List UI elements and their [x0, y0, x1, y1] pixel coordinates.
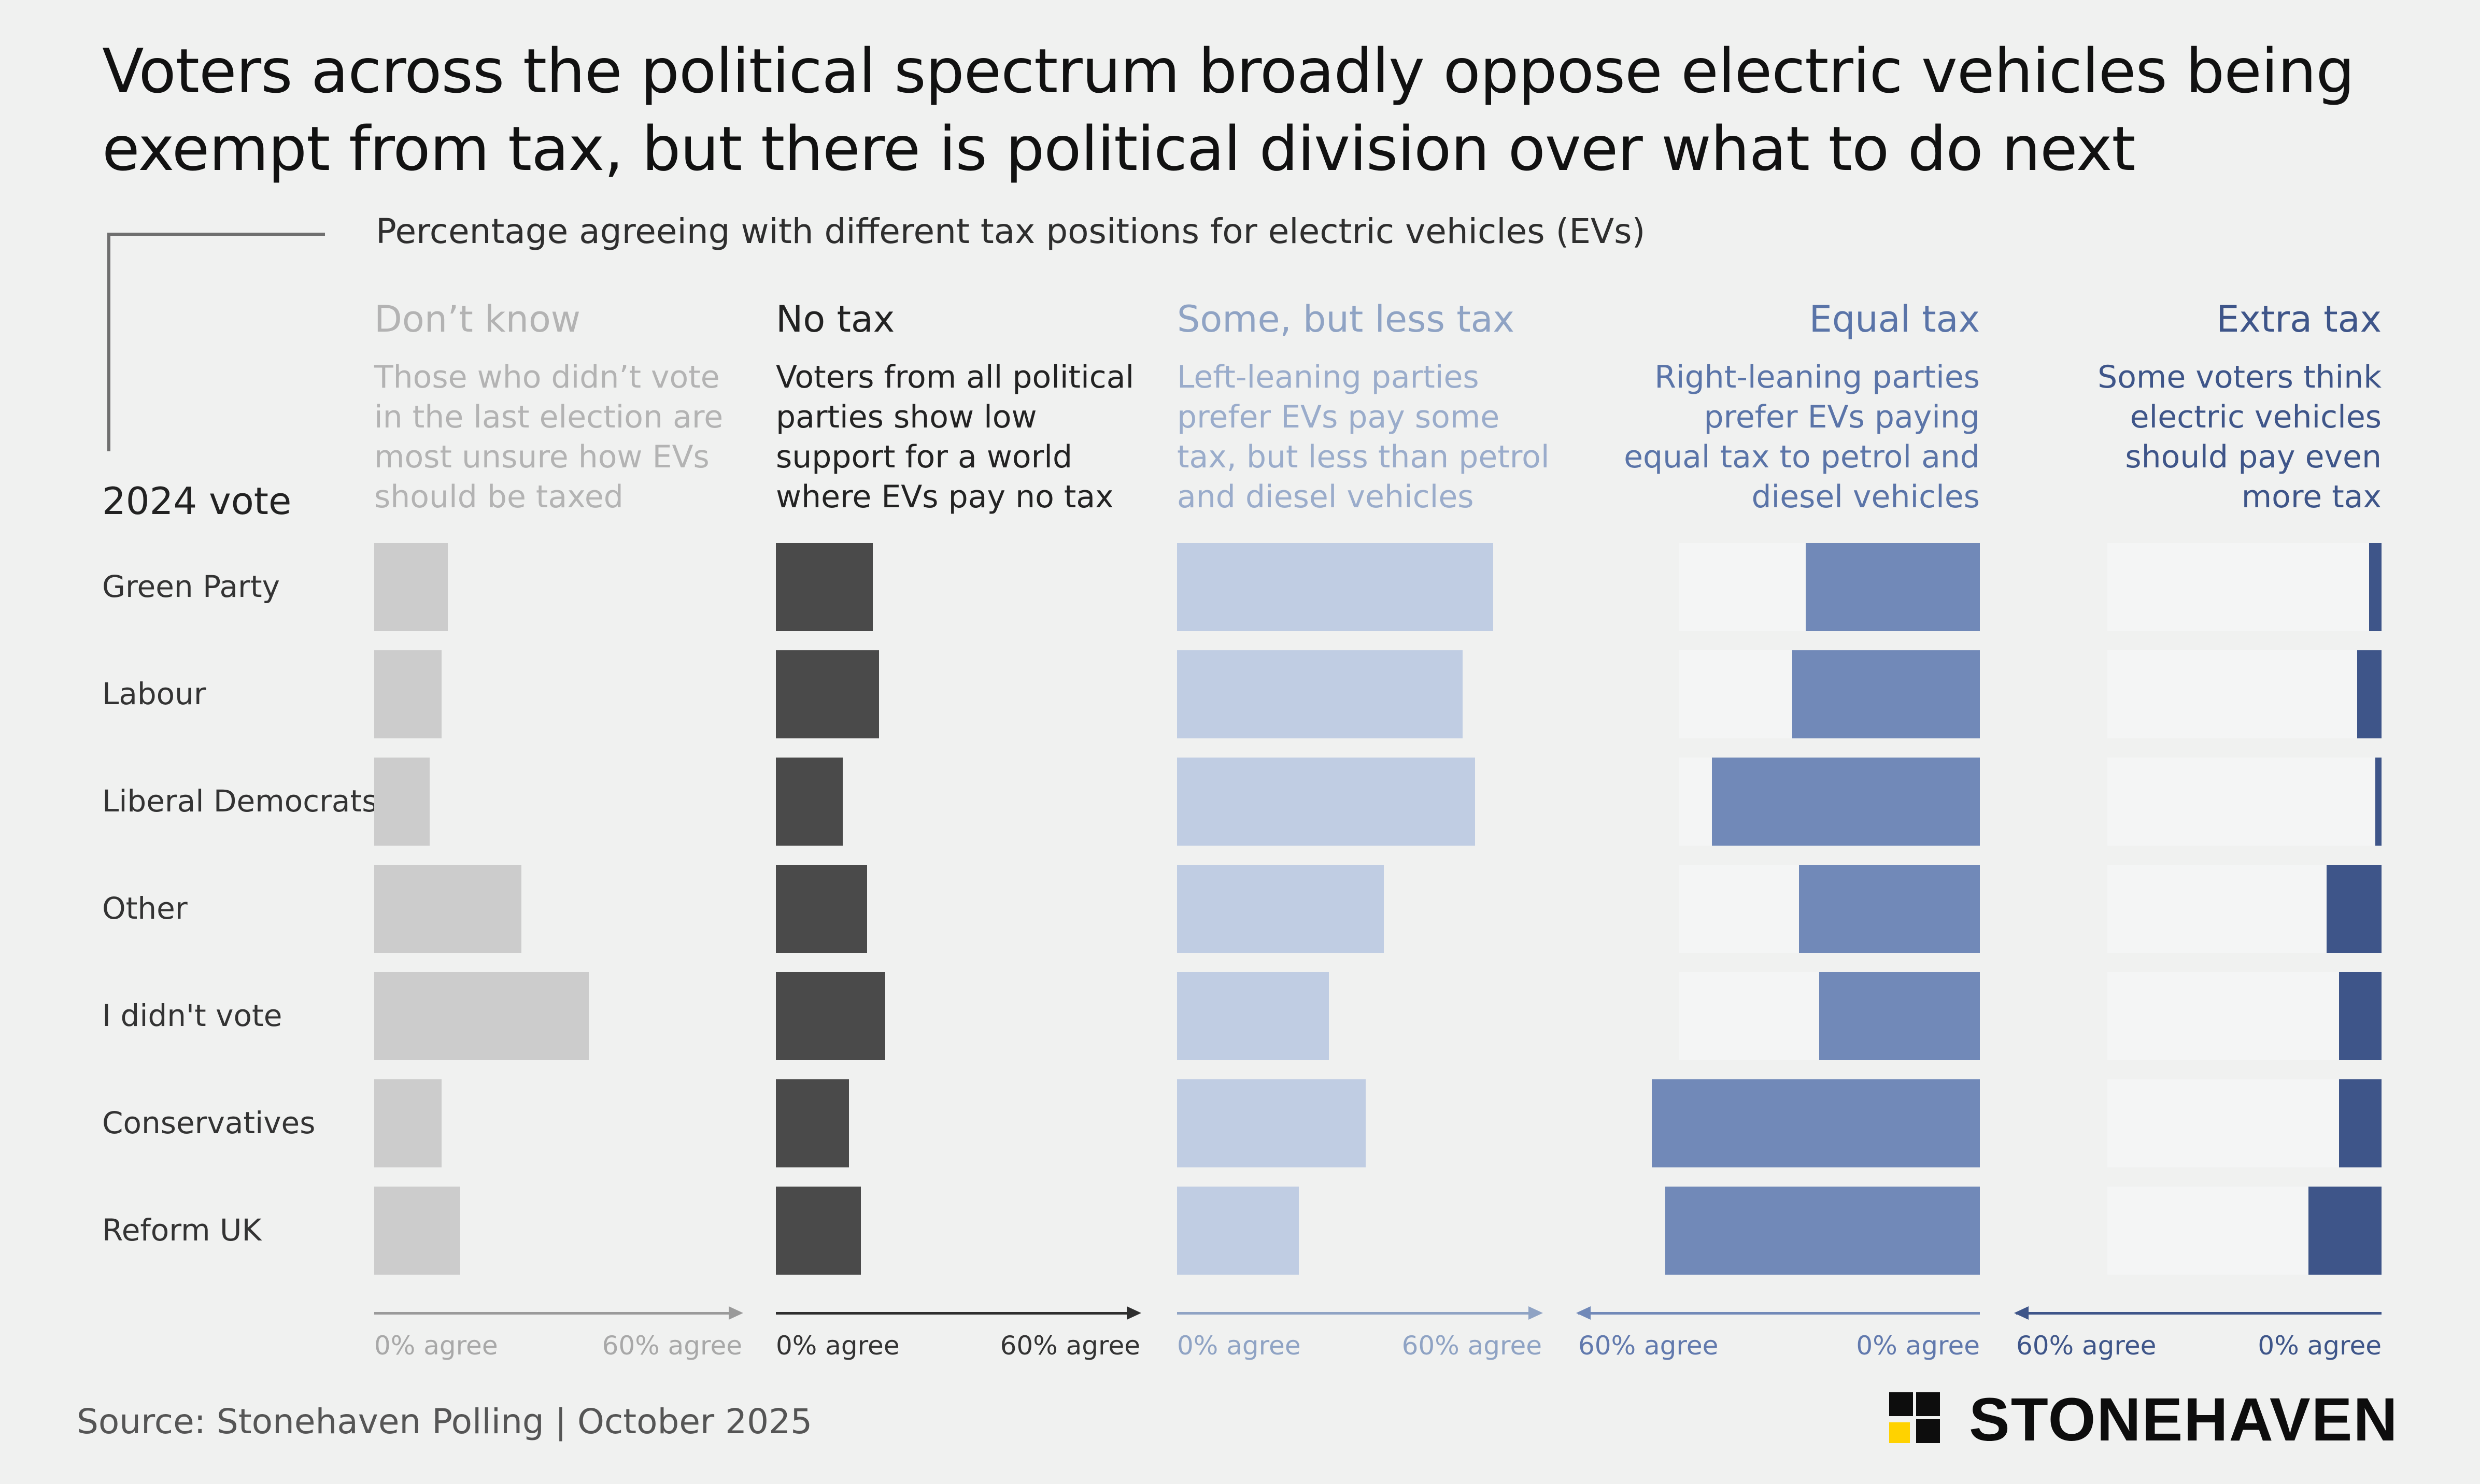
bar-track: [2107, 972, 2382, 1060]
bar-track: [2107, 650, 2382, 738]
row-label: Reform UK: [102, 1212, 262, 1248]
axis-arrow-right-icon: [729, 1306, 743, 1320]
column-description: Voters from all political parties show l…: [776, 359, 1135, 515]
bar: [374, 865, 521, 953]
column-description: Those who didn’t vote in the last electi…: [374, 359, 724, 515]
axis-end-label: 0% agree: [1856, 1331, 1980, 1361]
column-description: Some voters think electric vehicles shou…: [2098, 359, 2382, 515]
axis-arrow-right-icon: [1528, 1306, 1543, 1320]
bar: [1177, 1079, 1366, 1167]
bar: [776, 865, 867, 953]
column-title: No tax: [776, 298, 895, 340]
column-title: Extra tax: [2216, 298, 2382, 340]
logo-accent-icon: [1889, 1422, 1910, 1443]
bar: [2327, 865, 2382, 953]
logo-square-icon: [1889, 1392, 1913, 1416]
axis-start-label: 0% agree: [776, 1331, 900, 1361]
bar: [2369, 543, 2382, 631]
column-title: Equal tax: [1809, 298, 1980, 340]
axis-arrow-left-icon: [2014, 1306, 2029, 1320]
axis-arrow-right-icon: [1127, 1306, 1141, 1320]
axis-end-label: 0% agree: [2258, 1331, 2382, 1361]
axis-line: [1177, 1312, 1534, 1315]
axis-end-label: 60% agree: [602, 1331, 742, 1361]
logo-square-icon: [1916, 1419, 1940, 1443]
bar: [776, 543, 873, 631]
bar: [1792, 650, 1980, 738]
axis-line: [2016, 1312, 2382, 1315]
bar: [1177, 650, 1463, 738]
bar: [374, 543, 448, 631]
bar: [776, 758, 843, 846]
bar: [374, 1187, 460, 1275]
bar: [1652, 1079, 1980, 1167]
bar-track: [2107, 543, 2382, 631]
bar: [2357, 650, 2382, 738]
bar: [2375, 758, 2382, 846]
column-title: Some, but less tax: [1177, 298, 1514, 340]
bar: [374, 650, 442, 738]
chart-subtitle: Percentage agreeing with different tax p…: [376, 211, 1646, 251]
bar: [1177, 972, 1329, 1060]
axis-line: [776, 1312, 1132, 1315]
bar: [374, 972, 589, 1060]
bar: [776, 1187, 861, 1275]
bar-track: [2107, 1079, 2382, 1167]
bar: [374, 1079, 442, 1167]
bar: [1177, 758, 1475, 846]
axis-line: [374, 1312, 734, 1315]
bar: [1799, 865, 1980, 953]
axis-start-label: 60% agree: [2016, 1331, 2157, 1361]
bar-track: [2107, 758, 2382, 846]
axis-end-label: 60% agree: [1401, 1331, 1542, 1361]
bar: [2339, 1079, 2382, 1167]
axis-start-label: 0% agree: [374, 1331, 498, 1361]
bar: [1177, 543, 1493, 631]
column-description: Left-leaning parties prefer EVs pay some…: [1177, 359, 1550, 515]
bar: [2339, 972, 2382, 1060]
row-label: Other: [102, 891, 188, 926]
bar: [1177, 1187, 1299, 1275]
subtitle-bracket-horizontal: [107, 233, 325, 236]
chart-title: Voters across the political spectrum bro…: [102, 35, 2355, 184]
bar: [1665, 1187, 1980, 1275]
bar: [1177, 865, 1384, 953]
axis-end-label: 60% agree: [1000, 1331, 1140, 1361]
bar: [776, 650, 879, 738]
column-title: Don’t know: [374, 298, 581, 340]
bar: [1712, 758, 1980, 846]
bar: [1806, 543, 1980, 631]
subtitle-bracket-vertical: [107, 233, 110, 451]
bar: [776, 972, 885, 1060]
bar: [2308, 1187, 2382, 1275]
row-label: I didn't vote: [102, 998, 282, 1033]
row-header: 2024 vote: [102, 479, 292, 523]
axis-line: [1578, 1312, 1980, 1315]
row-label: Green Party: [102, 569, 280, 604]
axis-start-label: 0% agree: [1177, 1331, 1301, 1361]
row-label: Liberal Democrats: [102, 783, 378, 819]
source-note: Source: Stonehaven Polling | October 202…: [77, 1402, 813, 1442]
row-label: Labour: [102, 676, 206, 711]
axis-arrow-left-icon: [1576, 1306, 1591, 1320]
axis-start-label: 60% agree: [1578, 1331, 1719, 1361]
bar: [374, 758, 430, 846]
row-label: Conservatives: [102, 1105, 316, 1140]
bar: [1819, 972, 1980, 1060]
column-description: Right-leaning parties prefer EVs paying …: [1624, 359, 1980, 515]
bar: [776, 1079, 849, 1167]
logo-text: STONEHAVEN: [1969, 1386, 2399, 1454]
logo-square-icon: [1916, 1392, 1940, 1416]
